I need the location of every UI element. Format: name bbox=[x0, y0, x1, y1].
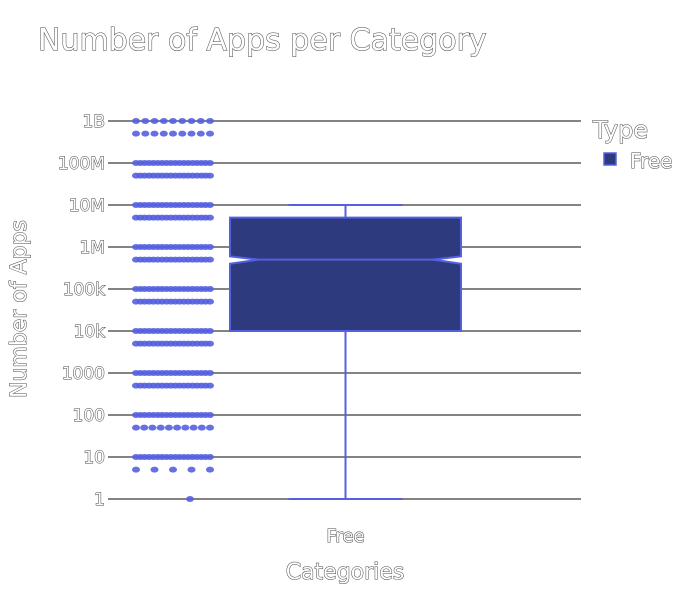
y-tick-label: 1B bbox=[83, 112, 105, 132]
data-point bbox=[206, 172, 214, 179]
x-axis-ticks: Free bbox=[326, 526, 365, 548]
data-point bbox=[197, 424, 206, 431]
data-point bbox=[187, 130, 196, 137]
data-point bbox=[206, 244, 214, 250]
data-point bbox=[141, 130, 150, 137]
data-point bbox=[206, 382, 214, 389]
x-tick-label: Free bbox=[326, 526, 364, 547]
data-point bbox=[164, 424, 173, 431]
data-point bbox=[186, 496, 194, 502]
y-tick-label: 10 bbox=[83, 448, 105, 468]
y-tick-label: 100k bbox=[63, 280, 105, 300]
data-point bbox=[206, 118, 214, 124]
data-point bbox=[156, 424, 165, 431]
data-point bbox=[181, 424, 190, 431]
data-point bbox=[178, 130, 187, 137]
data-point bbox=[206, 286, 214, 292]
data-point bbox=[206, 328, 214, 334]
y-tick-label: 100M bbox=[58, 154, 105, 174]
data-point bbox=[196, 130, 205, 137]
legend-title: Type bbox=[592, 116, 648, 144]
data-point bbox=[140, 424, 149, 431]
y-tick-label: 10M bbox=[69, 196, 105, 216]
data-point bbox=[132, 466, 140, 473]
data-point bbox=[148, 424, 157, 431]
y-tick-label: 1 bbox=[94, 490, 105, 510]
legend: Type Free bbox=[592, 116, 673, 174]
y-tick-label: 1000 bbox=[62, 364, 105, 384]
data-point bbox=[206, 298, 214, 305]
y-tick-label: 1M bbox=[80, 238, 105, 258]
legend-swatch bbox=[603, 152, 617, 166]
data-point bbox=[150, 466, 159, 473]
data-point bbox=[206, 202, 214, 208]
chart-title: Number of Apps per Category bbox=[38, 23, 487, 58]
data-point bbox=[206, 160, 214, 166]
data-point bbox=[187, 118, 196, 124]
data-point bbox=[141, 118, 150, 124]
data-point bbox=[169, 130, 177, 137]
x-axis-title: Categories bbox=[286, 560, 405, 585]
data-point bbox=[132, 130, 140, 137]
data-point bbox=[159, 118, 168, 124]
data-point bbox=[173, 424, 182, 431]
data-point bbox=[159, 130, 168, 137]
y-axis-title: Number of Apps bbox=[7, 220, 32, 398]
data-point bbox=[206, 412, 214, 418]
data-point bbox=[196, 118, 205, 124]
data-point bbox=[178, 118, 187, 124]
data-point bbox=[169, 466, 177, 473]
data-point bbox=[187, 466, 196, 473]
data-point bbox=[206, 454, 214, 460]
data-point bbox=[206, 370, 214, 376]
data-point bbox=[132, 424, 140, 431]
data-points bbox=[132, 118, 214, 502]
data-point bbox=[206, 340, 214, 347]
legend-item-label: Free bbox=[630, 149, 672, 173]
data-point bbox=[206, 130, 214, 137]
box-iqr bbox=[229, 216, 462, 332]
y-tick-label: 100 bbox=[73, 406, 105, 426]
data-point bbox=[206, 214, 214, 221]
data-point bbox=[150, 118, 159, 124]
y-axis-ticks: 1 10 100 1000 10k 100k 1M 10M 100M 1B bbox=[57, 112, 106, 511]
y-tick-label: 10k bbox=[74, 322, 106, 342]
data-point bbox=[150, 130, 159, 137]
data-point bbox=[206, 424, 214, 431]
data-point bbox=[169, 118, 177, 124]
data-point bbox=[206, 466, 214, 473]
data-point bbox=[189, 424, 198, 431]
data-point bbox=[206, 256, 214, 263]
box-series bbox=[229, 204, 462, 500]
data-point bbox=[132, 118, 140, 124]
